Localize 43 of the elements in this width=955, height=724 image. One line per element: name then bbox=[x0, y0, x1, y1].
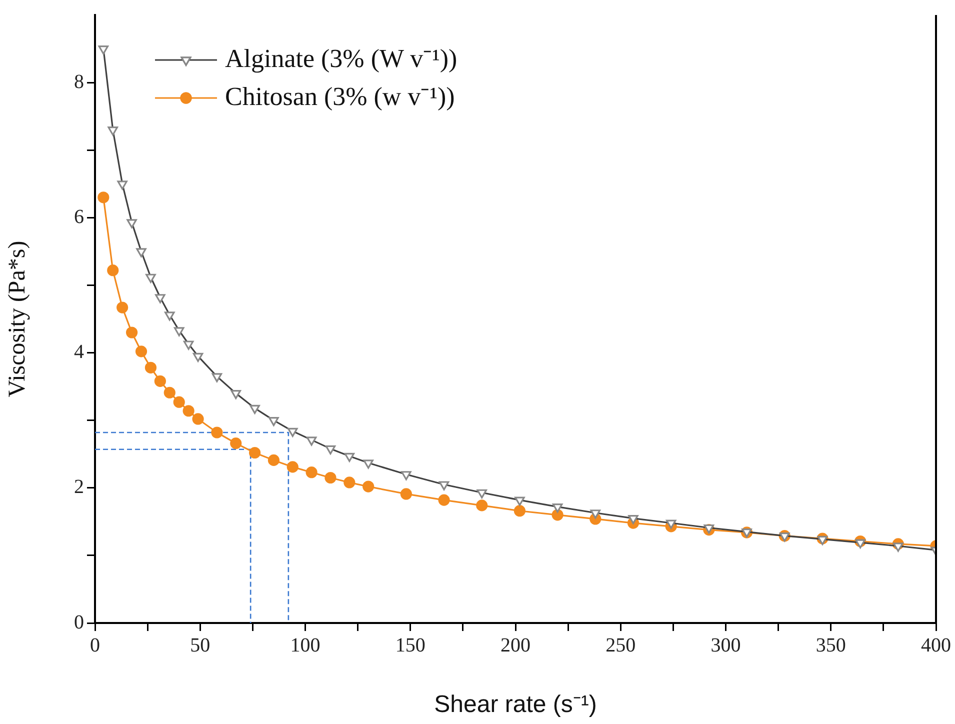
x-tick-label: 100 bbox=[290, 634, 320, 656]
point bbox=[362, 480, 374, 492]
y-tick-label: 0 bbox=[74, 611, 84, 634]
point bbox=[116, 302, 128, 314]
point bbox=[344, 476, 356, 488]
point bbox=[126, 326, 138, 338]
x-axis-title: Shear rate (s⁻¹) bbox=[434, 691, 597, 718]
x-tick-label: 350 bbox=[816, 634, 846, 656]
point bbox=[552, 509, 564, 521]
point bbox=[400, 488, 412, 500]
x-tick-label: 150 bbox=[395, 634, 426, 656]
point bbox=[164, 386, 176, 398]
point bbox=[192, 413, 204, 425]
y-tick-label: 2 bbox=[74, 476, 84, 498]
point bbox=[107, 264, 119, 276]
x-tick-label: 0 bbox=[90, 634, 100, 656]
point bbox=[173, 396, 185, 408]
point bbox=[514, 505, 526, 517]
point bbox=[182, 405, 194, 417]
point bbox=[268, 454, 280, 466]
point bbox=[286, 461, 298, 473]
point bbox=[306, 466, 318, 478]
point bbox=[135, 346, 148, 358]
point bbox=[248, 446, 261, 459]
legend-label: Chitosan (3% (w v⁻¹)) bbox=[225, 82, 455, 111]
legend-label: Alginate (3% (W v⁻¹)) bbox=[225, 44, 458, 73]
y-axis-title: Viscosity (Pa*s) bbox=[4, 240, 31, 398]
y-tick-label: 6 bbox=[74, 206, 84, 228]
x-tick-label: 200 bbox=[500, 634, 530, 656]
x-tick-label: 250 bbox=[606, 634, 636, 656]
point bbox=[144, 362, 157, 374]
x-tick-label: 50 bbox=[190, 634, 210, 656]
y-tick-label: 8 bbox=[74, 70, 84, 93]
x-tick-label: 300 bbox=[710, 634, 741, 656]
y-tick-label: 4 bbox=[74, 341, 84, 364]
point bbox=[211, 426, 223, 438]
point bbox=[230, 438, 242, 450]
point bbox=[98, 192, 110, 204]
point bbox=[324, 472, 336, 484]
point bbox=[476, 500, 488, 512]
point bbox=[438, 494, 450, 506]
point bbox=[154, 375, 166, 387]
x-tick-label: 400 bbox=[921, 634, 951, 656]
